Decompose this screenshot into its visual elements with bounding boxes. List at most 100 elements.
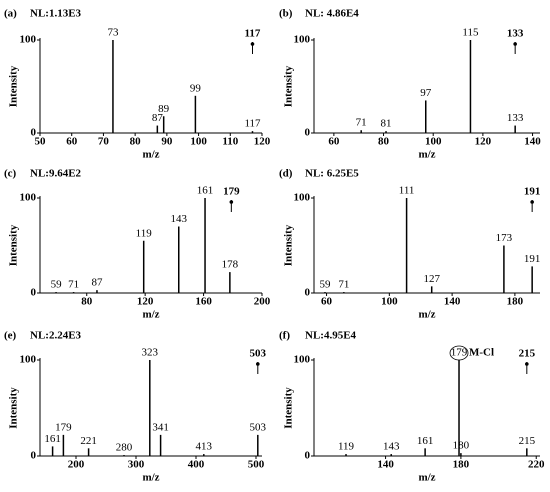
x-axis-label: m/z	[418, 309, 435, 321]
y-tick-label: 100	[294, 34, 311, 46]
peak-label: 117	[244, 118, 261, 130]
peak-label: 59	[319, 279, 331, 291]
x-axis-label: m/z	[142, 149, 159, 161]
normalization-level: NL:4.95E4	[305, 330, 357, 342]
precursor-dot	[513, 42, 517, 46]
peak-label: 323	[142, 347, 159, 359]
normalization-level: NL: 6.25E5	[305, 168, 359, 180]
y-tick-label: 0	[305, 450, 311, 462]
peak-label: 71	[68, 279, 79, 291]
peak-label: 503	[250, 421, 267, 433]
peak-label: 115	[462, 27, 479, 39]
peak-label: 143	[383, 441, 400, 453]
peak-label: 161	[44, 433, 61, 445]
precursor-label: 503	[250, 348, 267, 360]
peak-label: 59	[51, 279, 63, 291]
peak-label: 178	[222, 259, 239, 271]
x-tick-label: 50	[35, 136, 47, 148]
precursor-label: 191	[524, 186, 541, 198]
x-tick-label: 200	[68, 459, 85, 471]
y-axis-label: Intensity	[8, 65, 20, 107]
peak-label: 89	[158, 103, 170, 115]
precursor-dot	[255, 362, 260, 366]
x-tick-label: 140	[377, 459, 394, 471]
peak-label: 341	[152, 421, 169, 433]
x-tick-label: 200	[254, 296, 271, 308]
peak-label: 99	[190, 82, 202, 94]
x-tick-label: 300	[128, 459, 145, 471]
x-tick-label: 220	[528, 459, 545, 471]
precursor-dot	[530, 200, 534, 204]
x-tick-label: 120	[475, 136, 492, 148]
y-tick-label: 0	[31, 287, 37, 299]
x-tick-label: 500	[248, 459, 265, 471]
x-tick-label: 100	[425, 136, 442, 148]
x-axis-label: m/z	[142, 472, 159, 484]
normalization-level: NL:2.24E3	[30, 330, 82, 342]
y-tick-label: 100	[20, 192, 37, 204]
peak-label: 133	[507, 112, 524, 124]
peak-label: 119	[338, 441, 355, 453]
peak-label: 81	[381, 118, 392, 130]
panel-label: (a)	[4, 8, 17, 20]
peak-label: 179	[55, 421, 72, 433]
y-tick-label: 0	[31, 127, 37, 139]
x-tick-label: 60	[66, 136, 78, 148]
precursor-label: 215	[519, 348, 536, 360]
peak-label: 215	[519, 435, 536, 447]
x-tick-label: 120	[254, 136, 271, 148]
panel-label: (f)	[279, 330, 290, 342]
precursor-label: 179	[223, 186, 240, 198]
peak-label: 161	[197, 185, 214, 197]
peak-label: 179	[451, 347, 468, 359]
peak-label: 71	[338, 279, 349, 291]
x-tick-label: 80	[378, 136, 390, 148]
peak-label: 87	[152, 112, 164, 124]
peak-label: 191	[524, 253, 541, 265]
normalization-level: NL:1.13E3	[30, 8, 82, 20]
precursor-label: 133	[507, 28, 524, 40]
x-axis-label: m/z	[418, 149, 435, 161]
peak-label: 119	[136, 227, 153, 239]
normalization-level: NL: 4.86E4	[305, 8, 359, 20]
y-tick-label: 100	[294, 192, 311, 204]
panel-label: (c)	[4, 168, 17, 180]
x-tick-label: 110	[222, 136, 238, 148]
peak-label: 161	[417, 435, 434, 447]
panel-label: (e)	[4, 330, 17, 342]
y-axis-label: Intensity	[283, 224, 295, 266]
y-tick-label: 100	[294, 354, 311, 366]
x-tick-label: 70	[98, 136, 110, 148]
y-tick-label: 0	[305, 127, 311, 139]
precursor-dot	[525, 362, 529, 366]
x-tick-label: 400	[188, 459, 205, 471]
peak-label: 127	[423, 273, 440, 285]
y-tick-label: 0	[305, 287, 311, 299]
y-axis-label: Intensity	[8, 224, 20, 266]
x-tick-label: 80	[130, 136, 142, 148]
y-axis-label: Intensity	[283, 387, 295, 429]
panel-label: (d)	[279, 168, 293, 180]
peak-label: 173	[496, 232, 513, 244]
x-tick-label: 140	[524, 136, 541, 148]
precursor-dot	[229, 200, 234, 204]
panel-label: (b)	[279, 8, 293, 20]
x-axis-label: m/z	[142, 309, 159, 321]
peak-label: 143	[171, 213, 188, 225]
x-tick-label: 180	[507, 296, 524, 308]
peak-label: 71	[356, 117, 367, 129]
peak-label: 97	[420, 87, 432, 99]
x-tick-label: 60	[328, 136, 340, 148]
label-circle	[449, 345, 469, 361]
x-axis-label: m/z	[418, 472, 435, 484]
x-tick-label: 120	[137, 296, 154, 308]
y-tick-label: 100	[20, 34, 37, 46]
y-axis-label: Intensity	[283, 65, 295, 107]
peak-label: 180	[453, 440, 470, 452]
y-tick-label: 100	[20, 354, 37, 366]
peak-label: 280	[116, 442, 133, 454]
precursor-label: 117	[245, 28, 261, 40]
peak-label: 87	[91, 277, 103, 289]
x-tick-label: 180	[453, 459, 470, 471]
